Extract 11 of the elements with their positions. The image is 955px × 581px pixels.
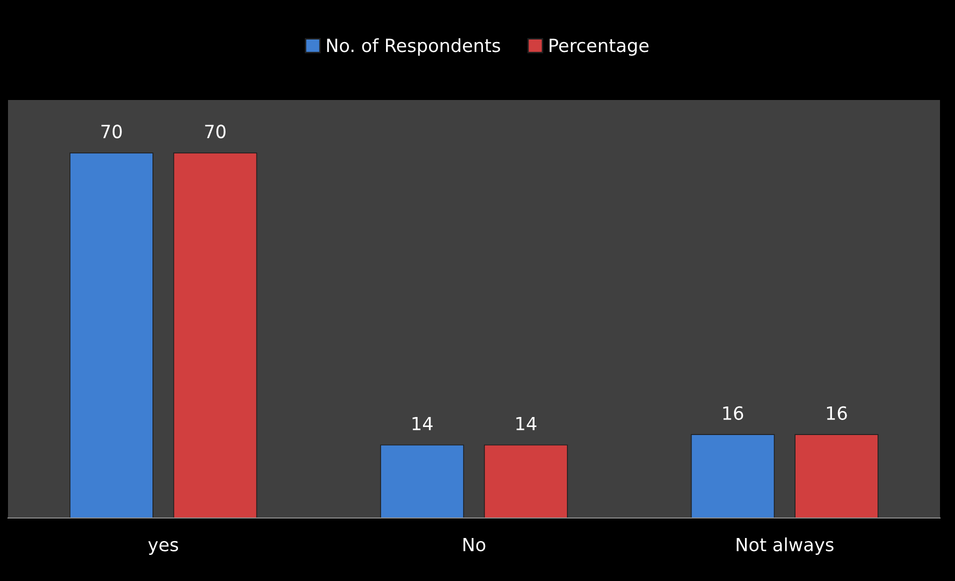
data-label: 16 [723, 406, 744, 420]
data-label: 14 [412, 416, 433, 430]
x-tick-label: yes [148, 541, 178, 555]
data-label: 16 [827, 406, 847, 420]
legend-label: No. of Respondents [327, 38, 500, 56]
data-label: 14 [516, 416, 536, 430]
data-label: 70 [101, 124, 122, 138]
data-label: 70 [205, 124, 226, 138]
x-tick-label: Not always [736, 537, 834, 555]
x-tick-label: No [463, 538, 486, 552]
legend-label: Percentage [550, 38, 648, 56]
